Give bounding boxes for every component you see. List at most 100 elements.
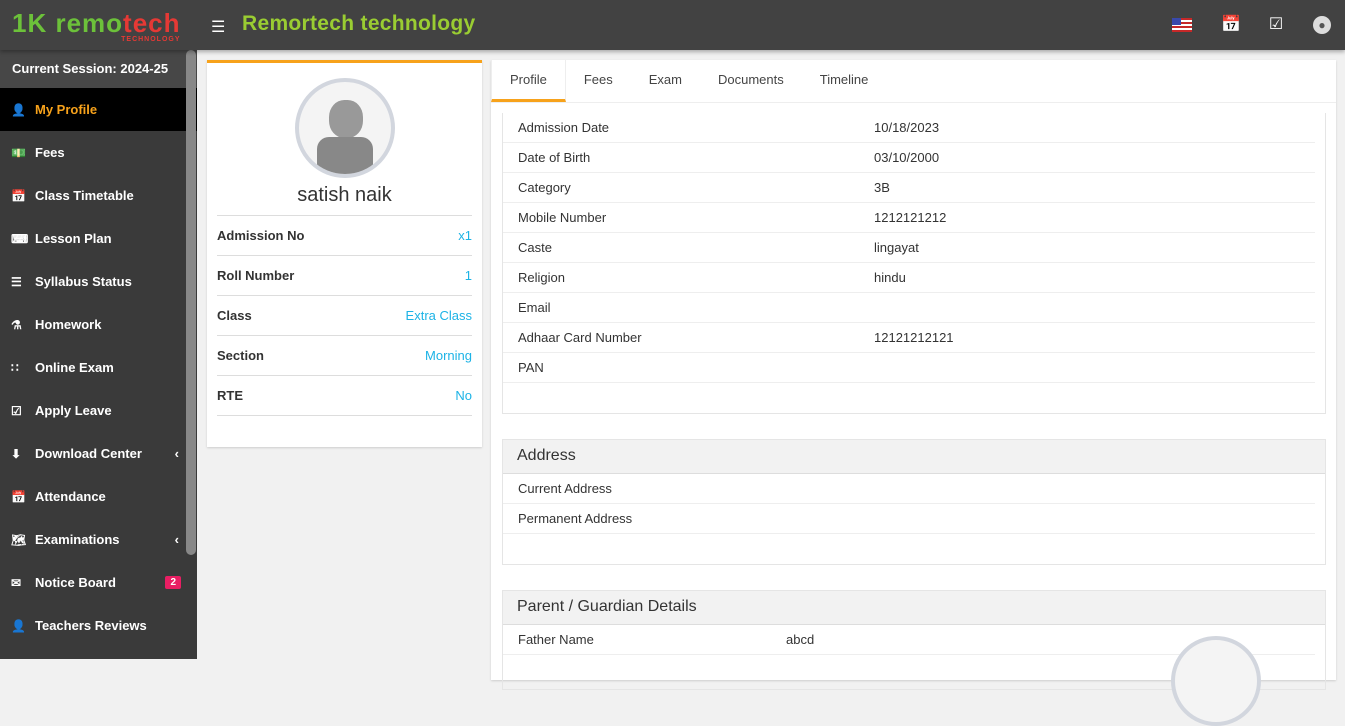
check-square-icon: ☑	[11, 403, 22, 418]
sidebar-item-attendance[interactable]: 📅 Attendance	[0, 475, 197, 518]
guardian-avatar	[1171, 636, 1261, 726]
field-label: RTE	[217, 388, 243, 403]
calendar-plus-icon: 📅	[11, 188, 26, 203]
detail-row: Caste lingayat	[503, 233, 1315, 263]
app-title: Remortech technology	[242, 12, 476, 35]
chevron-left-icon: ‹	[174, 532, 179, 547]
profile-field: Class Extra Class	[217, 295, 472, 335]
check-square-icon[interactable]: ☑	[1268, 16, 1284, 33]
detail-row: Father Name abcd	[503, 625, 1315, 655]
profile-field: Section Morning	[217, 335, 472, 375]
download-icon: ⬇	[11, 446, 22, 461]
field-label: Section	[217, 348, 264, 363]
row-value: 3B	[874, 180, 890, 195]
section-title: Address	[503, 440, 1325, 474]
sidebar-item-syllabus-status[interactable]: ☰ Syllabus Status	[0, 260, 197, 303]
row-label: Mobile Number	[518, 210, 607, 225]
field-value[interactable]: Extra Class	[405, 308, 472, 323]
row-label: Email	[518, 300, 551, 315]
sidebar-item-examinations[interactable]: 🗺 Examinations ‹	[0, 518, 197, 561]
detail-row: Permanent Address	[503, 504, 1315, 534]
detail-row: Current Address	[503, 474, 1315, 504]
profile-field: RTE No	[217, 375, 472, 415]
tab-timeline[interactable]: Timeline	[819, 72, 869, 87]
row-value: lingayat	[874, 240, 919, 255]
sidebar-item-class-timetable[interactable]: 📅 Class Timetable	[0, 174, 197, 217]
row-value: hindu	[874, 270, 906, 285]
menu-toggle-icon[interactable]: ☰	[211, 19, 226, 36]
sidebar-item-label: Lesson Plan	[35, 231, 112, 246]
sidebar-item-online-exam[interactable]: ∷ Online Exam	[0, 346, 197, 389]
sidebar-item-fees[interactable]: 💵 Fees	[0, 131, 197, 174]
sidebar-item-teachers-reviews[interactable]: 👤 Teachers Reviews	[0, 604, 197, 647]
row-label: Permanent Address	[518, 511, 633, 526]
field-value[interactable]: x1	[458, 228, 472, 243]
notification-badge: 2	[165, 576, 181, 589]
field-label: Roll Number	[217, 268, 295, 283]
user-secret-icon: 👤	[11, 618, 26, 633]
profile-field: Admission No x1	[217, 215, 472, 255]
sidebar-scrollbar[interactable]	[186, 50, 196, 555]
sidebar-item-label: Online Exam	[35, 360, 114, 375]
detail-row: Admission Date 10/18/2023	[503, 113, 1315, 143]
map-icon: 🗺	[11, 532, 27, 547]
row-label: Current Address	[518, 481, 612, 496]
details-panel: Profile Fees Exam Documents Timeline Admissi…	[491, 60, 1336, 726]
sidebar-item-lesson-plan[interactable]: ⌨ Lesson Plan	[0, 217, 197, 260]
row-value: abcd	[786, 632, 815, 647]
row-value: 1212121212	[874, 210, 947, 225]
field-value[interactable]: 1	[464, 268, 472, 283]
sidebar-item-label: Notice Board	[35, 575, 116, 590]
row-value: 03/10/2000	[874, 150, 940, 165]
sidebar-item-label: Attendance	[35, 489, 106, 504]
sidebar-item-label: Syllabus Status	[35, 274, 132, 289]
address-section: Address Current Address Permanent Address	[502, 439, 1326, 565]
parent-section: Parent / Guardian Details Father Name abc…	[502, 590, 1326, 726]
detail-row: Religion hindu	[503, 263, 1315, 293]
keyboard-icon: ⌨	[11, 231, 29, 246]
user-avatar-icon[interactable]: ●	[1313, 16, 1331, 34]
user-plus-icon: 👤	[11, 102, 26, 117]
row-label: Date of Birth	[518, 150, 591, 165]
row-value: 10/18/2023	[874, 120, 940, 135]
us-flag-icon[interactable]	[1172, 18, 1192, 32]
flask-icon: ⚗	[11, 317, 22, 332]
envelope-icon: ✉	[11, 575, 22, 590]
field-value[interactable]: No	[455, 388, 472, 403]
field-label: Admission No	[217, 228, 305, 243]
row-label: Caste	[518, 240, 552, 255]
list-icon: ☰	[11, 274, 22, 289]
section-title: Parent / Guardian Details	[503, 591, 1325, 625]
row-label: Category	[518, 180, 571, 195]
sidebar-item-my-profile[interactable]: 👤 My Profile	[0, 88, 197, 131]
row-label: Adhaar Card Number	[518, 330, 642, 345]
profile-card: satish naik Admission No x1 Roll Number 1 Cl…	[207, 60, 482, 447]
sidebar-item-label: Teachers Reviews	[35, 618, 147, 633]
rss-icon: ∷	[11, 360, 19, 375]
profile-field: Roll Number 1	[217, 255, 472, 295]
profile-avatar	[294, 78, 395, 178]
field-label: Class	[217, 308, 252, 323]
tab-documents[interactable]: Documents	[718, 72, 784, 87]
sidebar-item-label: My Profile	[35, 102, 98, 117]
tab-exam[interactable]: Exam	[648, 72, 682, 87]
tab-fees[interactable]: Fees	[583, 72, 613, 87]
tab-profile[interactable]: Profile	[491, 60, 566, 102]
student-name: satish naik	[297, 184, 392, 206]
logo[interactable]: 1K remotech TECHNOLOGY	[12, 8, 181, 43]
row-label: PAN	[518, 360, 544, 375]
sidebar-item-homework[interactable]: ⚗ Homework	[0, 303, 197, 346]
field-value[interactable]: Morning	[425, 348, 472, 363]
calendar-icon[interactable]: 📅	[1221, 16, 1241, 33]
sidebar-item-label: Homework	[35, 317, 102, 332]
sidebar-item-label: Fees	[35, 145, 65, 160]
row-value: 12121212121	[874, 330, 954, 345]
calendar-check-icon: 📅	[11, 489, 26, 504]
chevron-left-icon: ‹	[174, 446, 179, 461]
detail-row: Adhaar Card Number 12121212121	[503, 323, 1315, 353]
sidebar-item-label: Apply Leave	[35, 403, 112, 418]
sidebar-item-download-center[interactable]: ⬇ Download Center ‹	[0, 432, 197, 475]
sidebar-item-apply-leave[interactable]: ☑ Apply Leave	[0, 389, 197, 432]
sidebar-item-notice-board[interactable]: ✉ Notice Board 2	[0, 561, 197, 604]
detail-row: Mobile Number 1212121212	[503, 203, 1315, 233]
